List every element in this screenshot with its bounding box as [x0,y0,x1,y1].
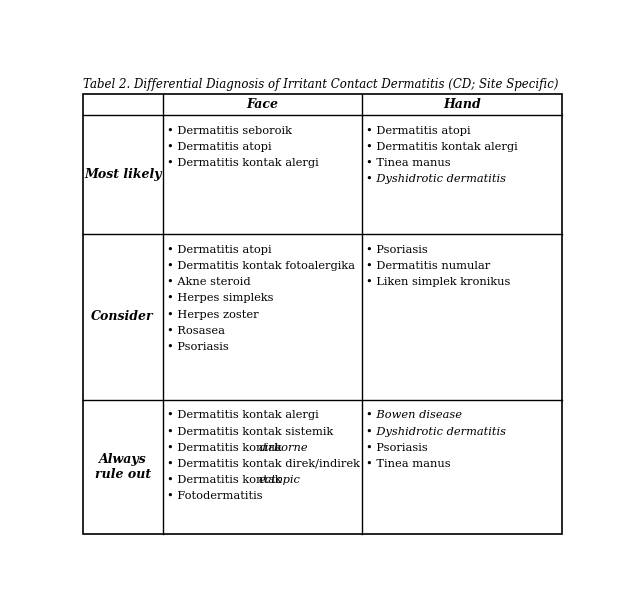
Text: • Dermatitis atopi: • Dermatitis atopi [167,142,272,152]
Text: • Dermatitis seboroik: • Dermatitis seboroik [167,125,292,136]
Text: • Rosasea: • Rosasea [167,326,225,336]
Text: • Tinea manus: • Tinea manus [367,459,451,469]
Text: • Dermatitis kontak alergi: • Dermatitis kontak alergi [167,410,319,420]
Text: • Bowen disease: • Bowen disease [367,410,463,420]
Text: • Herpes simpleks: • Herpes simpleks [167,294,274,303]
Text: Hand: Hand [443,98,481,111]
Text: • Dyshidrotic dermatitis: • Dyshidrotic dermatitis [367,174,507,184]
Text: • Akne steroid: • Akne steroid [167,277,251,287]
Text: airborne: airborne [259,443,309,452]
Text: • Dermatitis kontak alergi: • Dermatitis kontak alergi [167,158,319,168]
Text: • Dermatitis kontak: • Dermatitis kontak [167,443,285,452]
Text: • Dermatitis kontak alergi: • Dermatitis kontak alergi [367,142,518,152]
Text: Consider: Consider [91,310,154,323]
Text: • Fotodermatitis: • Fotodermatitis [167,491,263,501]
Text: • Dermatitis kontak: • Dermatitis kontak [167,475,285,485]
Text: • Dermatitis kontak fotoalergika: • Dermatitis kontak fotoalergika [167,261,355,271]
Text: Face: Face [246,98,278,111]
Text: • Dermatitis kontak direk/indirek: • Dermatitis kontak direk/indirek [167,459,360,469]
Text: • Dermatitis numular: • Dermatitis numular [367,261,491,271]
Text: • Tinea manus: • Tinea manus [367,158,451,168]
Text: • Psoriasis: • Psoriasis [167,342,229,352]
Text: ectopic: ectopic [259,475,301,485]
Text: • Dermatitis atopi: • Dermatitis atopi [367,125,471,136]
Text: Most likely: Most likely [84,168,162,181]
Text: • Herpes zoster: • Herpes zoster [167,309,259,320]
Text: • Psoriasis: • Psoriasis [367,245,428,255]
Text: Always
rule out: Always rule out [95,453,151,481]
Text: • Liken simplek kronikus: • Liken simplek kronikus [367,277,510,287]
Text: • Psoriasis: • Psoriasis [367,443,428,452]
Text: Tabel 2. Differential Diagnosis of Irritant Contact Dermatitis (CD; Site Specifi: Tabel 2. Differential Diagnosis of Irrit… [83,79,558,91]
Text: • Dermatitis atopi: • Dermatitis atopi [167,245,272,255]
Text: • Dermatitis kontak sistemik: • Dermatitis kontak sistemik [167,426,333,437]
Text: • Dyshidrotic dermatitis: • Dyshidrotic dermatitis [367,426,507,437]
